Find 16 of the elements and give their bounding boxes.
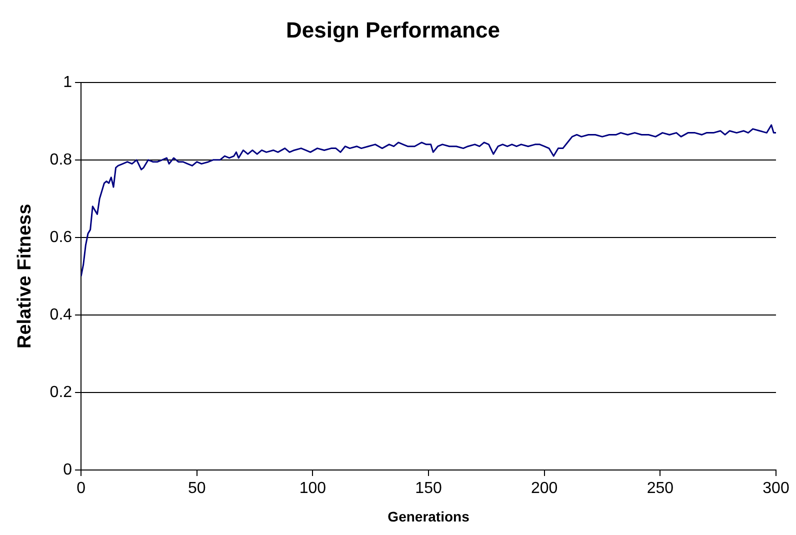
- y-tick-label: 0.2: [50, 384, 72, 401]
- y-tick-label: 0.4: [50, 306, 72, 324]
- x-tick-label: 0: [76, 480, 86, 498]
- y-tick-label: 0: [63, 461, 72, 478]
- chart-title: Design Performance: [286, 17, 500, 42]
- x-tick-label: 200: [530, 480, 558, 498]
- x-tick-label: 100: [299, 480, 326, 498]
- x-tick-label: 250: [646, 480, 674, 498]
- y-tick-label: 0.8: [50, 151, 72, 168]
- y-tick-label: 0.6: [50, 228, 72, 246]
- x-tick-label: 300: [762, 480, 790, 498]
- y-axis-title: Relative Fitness: [14, 204, 36, 349]
- x-axis-title: Generations: [388, 508, 470, 524]
- x-tick-label: 150: [415, 480, 442, 498]
- y-tick-label: 1: [63, 74, 72, 91]
- x-tick-label: 50: [188, 480, 206, 498]
